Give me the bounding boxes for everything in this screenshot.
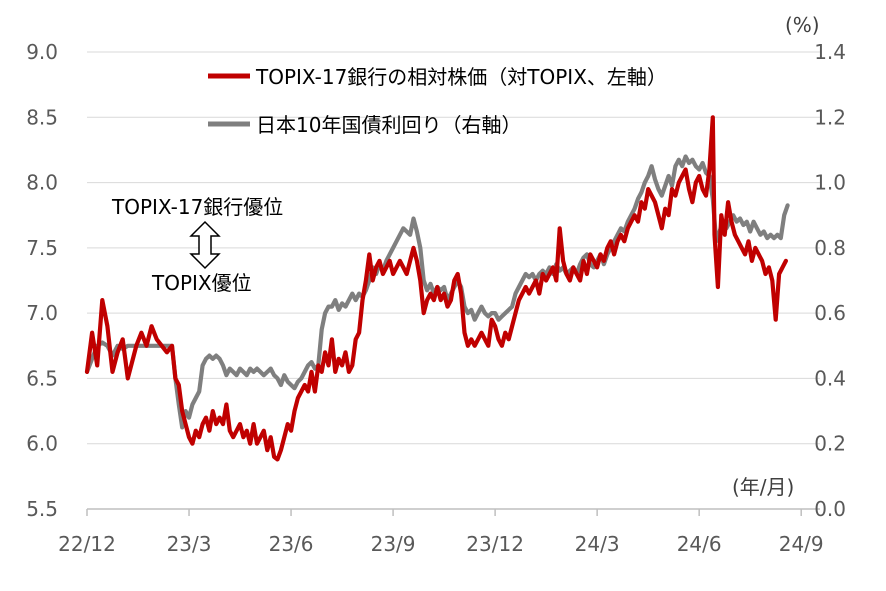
series-layer <box>84 115 790 462</box>
double-arrow-icon <box>189 220 221 270</box>
right-axis-tick-label: 0.0 <box>814 497 846 521</box>
right-axis-tick-label: 0.2 <box>814 432 846 456</box>
gridlines <box>87 51 820 445</box>
x-axis-tick-label: 23/12 <box>466 532 524 556</box>
x-axis-tick-label: 23/3 <box>167 532 212 556</box>
annotation-lower-label: TOPIX優位 <box>151 271 252 295</box>
legend-label-bank-relative: TOPIX-17銀行の相対株価（対TOPIX、左軸） <box>255 65 667 89</box>
x-axis-tick-labels: 22/12 23/3 23/6 23/9 23/12 24/3 24/6 24/9 <box>58 532 823 556</box>
series-line-bank-relative <box>84 115 788 462</box>
annotation-upper-label: TOPIX-17銀行優位 <box>111 195 283 219</box>
annotation: TOPIX-17銀行優位 TOPIX優位 <box>111 195 283 295</box>
right-axis-tick-labels: 1.4 1.2 1.0 0.8 0.6 0.4 0.2 0.0 <box>814 40 846 521</box>
right-axis-tick-label: 1.0 <box>814 171 846 195</box>
left-axis-tick-label: 8.5 <box>26 105 58 129</box>
x-axis-tick-label: 24/9 <box>779 532 824 556</box>
right-axis-tick-label: 0.8 <box>814 236 846 260</box>
right-axis-tick-label: 1.2 <box>814 105 846 129</box>
x-axis-unit: (年/月) <box>732 475 794 499</box>
right-axis-unit: (%) <box>785 13 820 37</box>
x-axis-tick-label: 23/6 <box>269 532 314 556</box>
x-axis-tick-label: 22/12 <box>58 532 116 556</box>
x-axis-tick-label: 24/3 <box>575 532 620 556</box>
left-axis-tick-label: 7.0 <box>26 301 58 325</box>
left-axis-tick-labels: 9.0 8.5 8.0 7.5 7.0 6.5 6.0 5.5 <box>26 40 58 521</box>
right-axis-tick-label: 0.6 <box>814 301 846 325</box>
legend: TOPIX-17銀行の相対株価（対TOPIX、左軸） 日本10年国債利回り（右軸… <box>208 65 667 137</box>
x-axis-tick-label: 23/9 <box>371 532 416 556</box>
legend-label-jgb-yield: 日本10年国債利回り（右軸） <box>256 113 521 137</box>
right-axis-tick-label: 0.4 <box>814 366 846 390</box>
left-axis-tick-label: 5.5 <box>26 497 58 521</box>
left-axis-tick-label: 6.0 <box>26 432 58 456</box>
left-axis-tick-label: 9.0 <box>26 40 58 64</box>
right-axis-tick-label: 1.4 <box>814 40 846 64</box>
left-axis-tick-label: 7.5 <box>26 236 58 260</box>
x-tick-marks <box>86 509 802 516</box>
x-axis-tick-label: 24/6 <box>677 532 722 556</box>
left-axis-tick-label: 6.5 <box>26 366 58 390</box>
left-axis-tick-label: 8.0 <box>26 171 58 195</box>
